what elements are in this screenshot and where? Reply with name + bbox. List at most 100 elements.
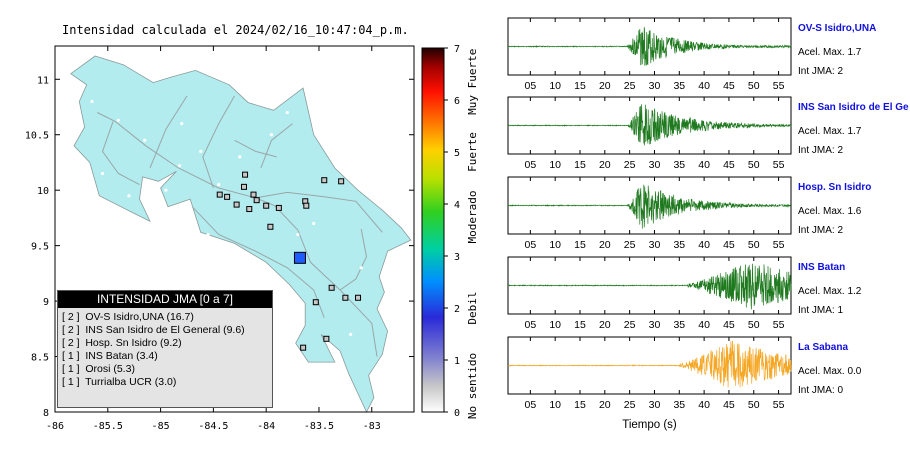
town-dot [217,183,221,187]
legend-title: INTENSIDAD JMA [0 a 7] [58,291,272,308]
station-marker [355,294,362,301]
x-tick-label: 15 [574,319,586,331]
x-tick-label: -83 [363,421,381,432]
station-name: Hosp. Sn Isidro [798,182,871,193]
x-tick-label: -83.5 [304,421,334,432]
x-tick-label: 15 [574,159,586,171]
town-dot [296,232,300,237]
x-tick-label: 20 [599,399,611,411]
x-tick-label: 30 [649,80,661,92]
town-dot [90,99,94,104]
y-tick-label: 10 [37,186,49,197]
waveform-trace [507,104,792,146]
accel-max-label: Acel. Max. 0.0 [798,366,862,377]
station-name: OV-S Isidro,UNA [798,23,876,34]
road-line [255,197,378,357]
road-line [202,95,235,189]
y-tick-label: 10.5 [25,131,49,142]
colorbar-label: Debil [466,291,479,324]
x-tick-label: 05 [524,80,536,92]
x-tick-label: 55 [773,319,785,331]
x-tick-label: 35 [673,159,685,171]
x-tick-label: 50 [748,399,760,411]
y-tick-label: 9 [43,297,49,308]
colorbar-label: Fuerte [466,132,479,172]
x-tick-label: 45 [723,319,735,331]
waveform-trace [507,184,792,229]
x-tick-label: 45 [723,159,735,171]
x-tick-label: 40 [698,239,710,251]
x-tick-label: 20 [599,319,611,331]
legend-item: [ 2 ] Hosp. Sn Isidro (9.2) [62,337,182,349]
station-marker [216,191,223,198]
x-tick-label: 15 [574,399,586,411]
waveform-panel: 05 10 15 20 25 30 35 40 45 50 55 INS San Isidro de … [507,96,909,171]
colorbar-tick-label: 0 [454,408,460,419]
station-name: La Sabana [798,342,848,353]
x-tick-label: 05 [524,399,536,411]
x-tick-label: 40 [698,159,710,171]
y-tick-label: 9.5 [31,242,49,253]
road-line [255,191,383,233]
x-tick-label: 55 [773,239,785,251]
map-frame [54,45,415,413]
x-tick-label: 10 [549,80,561,92]
waveform-panels: 05 10 15 20 25 30 35 40 45 50 55 OV-S Isidro,UNA Ace… [507,17,909,431]
station-marker [312,299,319,306]
town-dot [269,133,274,137]
x-tick-label: 10 [549,399,561,411]
station-marker [233,201,240,208]
x-tick-label: 55 [773,399,785,411]
x-tick-label: 15 [574,239,586,251]
station-marker [323,335,330,342]
x-tick-label: -84 [257,421,275,432]
colorbar [421,47,445,413]
town-dot [285,110,289,115]
waveform-panel: 05 10 15 20 25 30 35 40 45 50 55 INS Batan Acel. Max… [507,256,862,331]
station-name: INS Batan [798,262,845,273]
x-tick-label: 25 [624,399,636,411]
costa-rica-landmass [70,55,412,413]
colorbar-label: Muy Fuerte [466,49,479,115]
x-tick-label: 25 [624,239,636,251]
colorbar-tick-label: 6 [454,96,460,107]
x-tick-label: 20 [599,80,611,92]
x-tick-label: 05 [524,159,536,171]
town-dot [127,194,131,198]
legend-item: [ 2 ] OV-S Isidro,UNA (16.7) [62,311,194,323]
town-dot [100,171,105,176]
colorbar-tick-label: 1 [454,356,460,367]
station-marker [303,202,310,209]
colorbar-label: No sentido [466,353,479,419]
x-tick-label: 40 [698,319,710,331]
road-line [234,139,277,158]
map-layer [70,55,412,413]
y-tick-label: 8.5 [31,353,49,364]
x-tick-label: 35 [673,399,685,411]
x-tick-label: -84.5 [198,421,228,432]
x-tick-label: 45 [723,239,735,251]
x-tick-label: 50 [748,319,760,331]
x-tick-label: 30 [649,399,661,411]
y-tick-label: 11 [37,75,49,86]
x-tick-label: 20 [599,159,611,171]
int-jma-label: Int JMA: 0 [798,385,843,396]
x-tick-label: 30 [649,239,661,251]
x-tick-label: 30 [649,159,661,171]
road-line [96,112,256,199]
x-tick-label: 20 [599,239,611,251]
x-tick-label: -85 [152,421,170,432]
colorbar-tick-label: 3 [454,252,460,263]
legend-item: [ 1 ] Orosi (5.3) [62,363,135,375]
station-marker [321,177,328,184]
x-tick-label: 10 [549,239,561,251]
x-tick-label: 45 [723,80,735,92]
station-marker [241,183,248,190]
int-jma-label: Int JMA: 2 [798,145,843,156]
town-dot [349,332,353,336]
waveform-trace [507,27,792,66]
int-jma-label: Int JMA: 2 [798,66,843,77]
int-jma-label: Int JMA: 2 [798,225,843,236]
x-tick-label: 25 [624,159,636,171]
station-marker [246,206,253,213]
